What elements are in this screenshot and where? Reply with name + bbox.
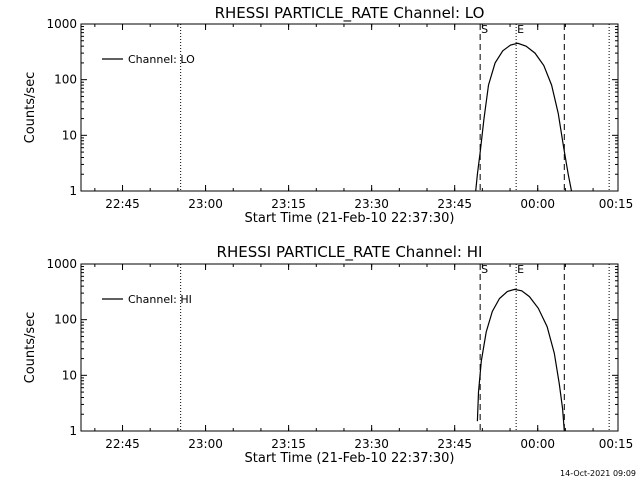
x-tick-label: 00:15 (599, 197, 634, 211)
legend-label: Channel: HI (128, 293, 192, 306)
x-tick-label: 23:00 (188, 437, 223, 451)
x-tick-label: 23:45 (437, 197, 472, 211)
chart-title: RHESSI PARTICLE_RATE Channel: LO (215, 4, 485, 23)
y-tick-label: 10 (62, 128, 77, 142)
y-tick-label: 100 (54, 73, 77, 87)
x-tick-label: 23:30 (354, 437, 389, 451)
x-tick-label: 23:45 (437, 437, 472, 451)
y-tick-label: 1 (69, 424, 77, 438)
x-axis-label: Start Time (21-Feb-10 22:37:30) (245, 211, 455, 226)
x-tick-label: 23:00 (188, 197, 223, 211)
panel-channel-lo: RHESSI PARTICLE_RATE Channel: LO 1 10 100 10… (23, 4, 633, 226)
x-tick-label: 00:15 (599, 437, 634, 451)
event-marker-label: S (481, 263, 488, 276)
y-tick-label: 10 (62, 368, 77, 382)
x-tick-label: 22:45 (105, 437, 140, 451)
plot-frame (80, 23, 619, 192)
chart-title: RHESSI PARTICLE_RATE Channel: HI (217, 243, 483, 262)
y-tick-label: 1000 (46, 257, 77, 271)
event-marker-label: E (517, 263, 524, 276)
x-tick-label: 23:30 (354, 197, 389, 211)
y-axis-label: Counts/sec (23, 312, 38, 384)
series-line (476, 288, 565, 432)
y-tick-label: 100 (54, 313, 77, 327)
series-line (475, 42, 573, 192)
y-tick-label: 1 (69, 184, 77, 198)
y-axis-label: Counts/sec (23, 72, 38, 144)
legend-label: Channel: LO (128, 53, 195, 66)
x-tick-label: 22:45 (105, 197, 140, 211)
event-marker-label: E (517, 23, 524, 36)
x-tick-label: 00:00 (520, 437, 555, 451)
x-tick-label: 23:15 (271, 197, 306, 211)
panel-channel-hi: RHESSI PARTICLE_RATE Channel: HI 1 10 100 10… (23, 243, 633, 466)
x-tick-label: 23:15 (271, 437, 306, 451)
y-tick-label: 1000 (46, 17, 77, 31)
footer-timestamp: 14-Oct-2021 09:09 (560, 469, 636, 478)
event-marker-label: S (481, 23, 488, 36)
plot-frame (80, 263, 619, 432)
x-tick-label: 00:00 (520, 197, 555, 211)
x-axis-label: Start Time (21-Feb-10 22:37:30) (245, 451, 455, 466)
